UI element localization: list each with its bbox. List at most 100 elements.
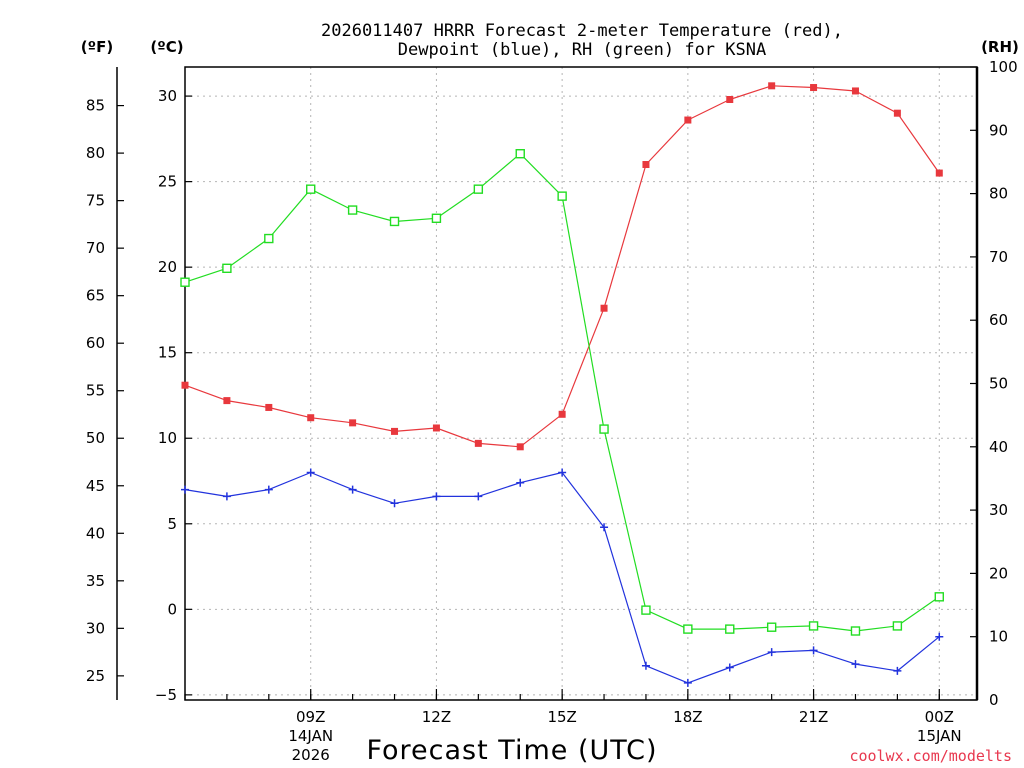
fahrenheit-tick-label: 55 <box>86 382 105 400</box>
rh-tick-label: 0 <box>989 691 999 709</box>
celsius-tick-label: 20 <box>158 258 177 276</box>
rh-tick-label: 40 <box>989 438 1008 456</box>
relative-humidity-point <box>473 184 484 194</box>
celsius-tick-label: 15 <box>158 344 177 362</box>
temperature-point <box>307 414 315 422</box>
dewpoint-point <box>516 478 525 487</box>
relative-humidity-point <box>683 624 693 634</box>
x-tick-label: 21Z <box>799 708 828 726</box>
fahrenheit-tick-label: 25 <box>86 667 105 685</box>
dewpoint-point <box>306 468 315 477</box>
temperature-point <box>349 419 357 427</box>
temperature-point <box>726 96 734 104</box>
dewpoint-point <box>390 499 399 508</box>
temperature-point <box>265 403 273 411</box>
rh-unit-label: (RH) <box>981 38 1019 56</box>
dewpoint-point <box>348 485 357 494</box>
rh-tick-label: 20 <box>989 564 1008 582</box>
relative-humidity-point <box>892 621 903 631</box>
fahrenheit-tick-label: 65 <box>86 287 105 305</box>
temperature-point <box>642 161 650 169</box>
temperature-point <box>935 169 943 177</box>
relative-humidity-point <box>347 205 358 215</box>
axis-ticks: −5 0 5 10 15 20 25 30 25 30 35 40 45 50 55 60 65 70 75 80 85… <box>86 58 1018 764</box>
rh-tick-label: 60 <box>989 311 1008 329</box>
dewpoint-point <box>432 492 441 501</box>
dewpoint-point <box>222 492 231 501</box>
celsius-tick-label: 10 <box>158 429 177 447</box>
x-tick-label: 15Z <box>547 708 576 726</box>
celsius-tick-label: 25 <box>158 173 177 191</box>
dewpoint-point <box>767 648 776 657</box>
temperature-point <box>181 381 189 389</box>
data-series <box>180 82 944 687</box>
rh-tick-label: 100 <box>989 58 1018 76</box>
relative-humidity-point <box>808 621 819 631</box>
relative-humidity-point <box>557 191 567 201</box>
chart-title-line2: Dewpoint (blue), RH (green) for KSNA <box>398 40 766 60</box>
dewpoint-point <box>181 485 189 494</box>
temperature-point <box>893 109 901 117</box>
temperature-point <box>474 439 482 447</box>
x-tick-label: 00Z <box>925 708 954 726</box>
fahrenheit-tick-label: 50 <box>86 429 105 447</box>
dewpoint-point <box>641 661 650 670</box>
dewpoint-point <box>893 666 902 675</box>
relative-humidity-point <box>934 592 944 602</box>
credit-link[interactable]: coolwx.com/modelts <box>849 747 1012 765</box>
relative-humidity-point <box>264 233 274 244</box>
temperature-point <box>684 116 692 124</box>
dewpoint-point <box>558 468 567 477</box>
fahrenheit-tick-label: 40 <box>86 524 105 542</box>
relative-humidity-point <box>180 277 190 287</box>
relative-humidity-point <box>389 216 400 227</box>
x-date-label: 15JAN <box>917 727 962 745</box>
dewpoint-point <box>809 646 818 655</box>
rh-tick-label: 90 <box>989 121 1008 139</box>
fahrenheit-tick-label: 45 <box>86 477 105 495</box>
temperature-point <box>810 84 818 92</box>
temperature-point <box>558 410 566 418</box>
relative-humidity-point <box>431 213 442 223</box>
fahrenheit-tick-label: 70 <box>86 239 105 257</box>
x-axis-title: Forecast Time (UTC) <box>366 735 657 766</box>
fahrenheit-unit-label: (ºF) <box>81 38 113 56</box>
rh-tick-label: 10 <box>989 628 1008 646</box>
temperature-point <box>516 443 524 451</box>
rh-tick-label: 30 <box>989 501 1008 519</box>
fahrenheit-tick-label: 75 <box>86 192 105 210</box>
rh-tick-label: 80 <box>989 185 1008 203</box>
fahrenheit-tick-label: 80 <box>86 144 105 162</box>
dewpoint-point <box>600 523 609 532</box>
x-tick-label: 09Z <box>296 708 325 726</box>
relative-humidity-point <box>306 184 316 194</box>
plot-frame <box>184 66 978 701</box>
x-tick-label: 12Z <box>422 708 451 726</box>
x-tick-label: 18Z <box>673 708 702 726</box>
relative-humidity-point <box>725 624 735 634</box>
dewpoint-point <box>264 485 273 494</box>
temperature-point <box>768 82 776 90</box>
fahrenheit-tick-label: 30 <box>86 619 105 637</box>
dewpoint-point <box>683 678 692 687</box>
x-date-label: 14JAN <box>288 727 333 745</box>
relative-humidity-point <box>641 605 651 615</box>
celsius-tick-label: 0 <box>167 600 177 618</box>
grid-lines <box>185 67 977 700</box>
dewpoint-point <box>935 632 944 641</box>
celsius-tick-label: −5 <box>155 686 177 704</box>
temperature-point <box>432 424 440 432</box>
dewpoint-point <box>725 663 734 672</box>
temperature-point <box>391 427 399 435</box>
chart-title-line1: 2026011407 HRRR Forecast 2-meter Tempera… <box>321 21 843 41</box>
celsius-tick-label: 5 <box>167 515 177 533</box>
relative-humidity-point <box>515 149 525 159</box>
rh-tick-label: 70 <box>989 248 1008 266</box>
temperature-point <box>223 397 231 405</box>
fahrenheit-tick-label: 60 <box>86 334 105 352</box>
rh-tick-label: 50 <box>989 375 1008 393</box>
dewpoint-point <box>474 492 483 501</box>
celsius-tick-label: 30 <box>158 87 177 105</box>
celsius-unit-label: (ºC) <box>150 38 183 56</box>
fahrenheit-tick-label: 35 <box>86 572 105 590</box>
